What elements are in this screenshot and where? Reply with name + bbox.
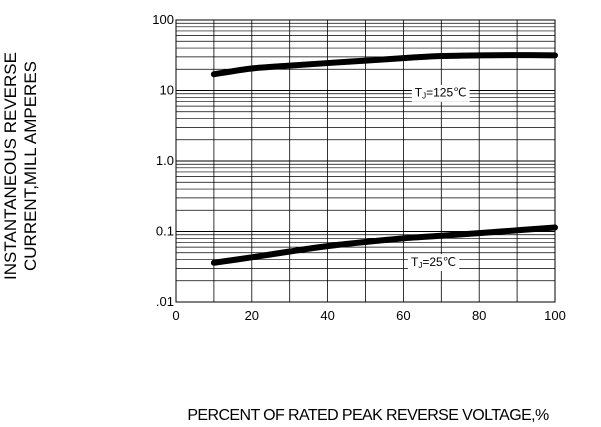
y-axis-label-line-1: INSTANTANEOUS REVERSE xyxy=(1,52,20,280)
plot-frame xyxy=(175,19,556,303)
y-tick-label: 10 xyxy=(160,83,174,98)
x-tick-label: 60 xyxy=(396,308,410,323)
x-tick-label: 20 xyxy=(245,308,259,323)
y-tick-label: 1.0 xyxy=(156,153,174,168)
x-tick-label: 40 xyxy=(320,308,334,323)
x-tick-labels: 0 20 40 60 80 100 xyxy=(172,308,565,323)
y-tick-labels: .01 0.1 1.0 10 100 xyxy=(152,12,174,309)
series-label-bg xyxy=(411,84,470,102)
x-tick-label: 0 xyxy=(172,308,179,323)
y-axis-label: INSTANTANEOUS REVERSE CURRENT,MILL AMPER… xyxy=(1,52,40,280)
x-tick-label: 100 xyxy=(544,308,566,323)
series-label-text: TJ=25℃ xyxy=(411,255,456,270)
series-label-1: TJ=125℃ xyxy=(411,84,470,102)
y-axis-label-line-2: CURRENT,MILL AMPERES xyxy=(21,61,40,271)
y-tick-label: .01 xyxy=(156,294,174,309)
series-layer xyxy=(210,52,558,266)
y-tick-label: 100 xyxy=(152,12,174,27)
series-label-bg xyxy=(407,253,460,271)
x-tick-label: 80 xyxy=(472,308,486,323)
x-axis-label: PERCENT OF RATED PEAK REVERSE VOLTAGE,% xyxy=(187,407,549,424)
y-tick-label: 0.1 xyxy=(156,224,174,239)
series-line-1 xyxy=(210,52,558,78)
series-labels: TJ=125℃ TJ=25℃ xyxy=(407,84,470,271)
series-line-2 xyxy=(210,224,558,266)
series-label-2: TJ=25℃ xyxy=(407,253,460,271)
series-label-text: TJ=125℃ xyxy=(415,86,467,101)
